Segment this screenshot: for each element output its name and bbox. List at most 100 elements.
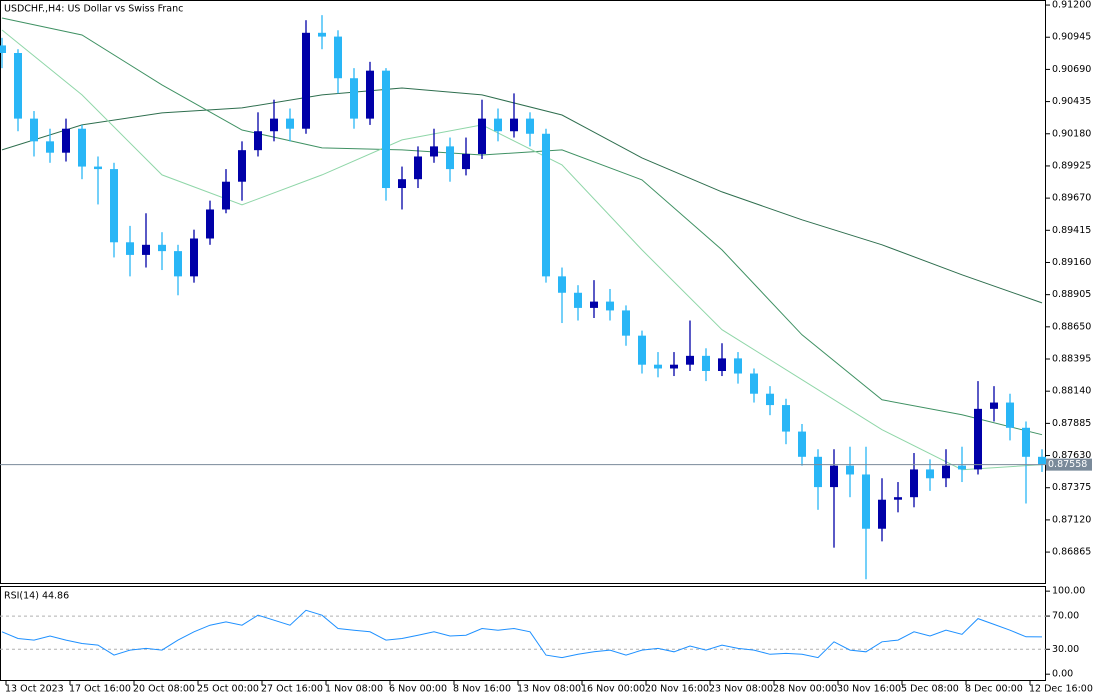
candle-body (94, 166, 102, 170)
y-tick-label: 0.89415 (1052, 225, 1091, 236)
rsi-panel (0, 586, 1046, 681)
candle-body (526, 118, 534, 134)
candle-body (334, 36, 342, 79)
candle-body (702, 355, 710, 371)
y-tick-label: 0.87120 (1052, 514, 1091, 525)
candle-body (830, 465, 838, 488)
y-tick-label: 0.00 (1052, 669, 1073, 680)
x-tick-label: 16 Nov 00:00 (581, 684, 645, 695)
current-price-label: 0.87558 (1048, 459, 1087, 470)
x-tick-label: 13 Nov 08:00 (517, 684, 581, 695)
y-tick-label: 0.90435 (1052, 96, 1091, 107)
x-tick-label: 12 Dec 16:00 (1029, 684, 1093, 695)
candle-body (750, 373, 758, 394)
candle-body (350, 78, 358, 119)
candle-body (766, 393, 774, 406)
x-tick-label: 5 Dec 08:00 (901, 684, 959, 695)
candle-body (222, 181, 230, 210)
candle-body (894, 497, 902, 500)
candle-body (910, 469, 918, 498)
candle-body (110, 169, 118, 243)
y-tick-label: 0.86865 (1052, 547, 1091, 558)
x-tick-label: 1 Nov 08:00 (325, 684, 383, 695)
x-tick-label: 28 Nov 00:00 (773, 684, 837, 695)
candle-body (302, 32, 310, 129)
candle-body (0, 45, 6, 53)
candle-body (574, 292, 582, 308)
x-tick-label: 13 Oct 2023 (5, 684, 64, 695)
candle-body (974, 408, 982, 470)
y-tick-label: 100.00 (1052, 586, 1085, 597)
candle-body (782, 405, 790, 432)
y-tick-label: 0.87885 (1052, 418, 1091, 429)
candle-body (142, 244, 150, 255)
candle-body (1038, 456, 1046, 465)
candle-body (654, 364, 662, 369)
candle-body (30, 118, 38, 142)
candle-body (862, 474, 870, 529)
moving-average (1, 87, 1043, 304)
y-tick-label: 0.87630 (1052, 450, 1091, 461)
candle-body (318, 32, 326, 37)
candle-body (814, 456, 822, 488)
chart-title: USDCHF.,H4: US Dollar vs Swiss Franc (4, 4, 183, 15)
candle-body (542, 133, 550, 277)
y-tick-label: 0.88140 (1052, 386, 1091, 397)
y-tick-label: 0.90180 (1052, 128, 1091, 139)
candle-body (446, 146, 454, 170)
x-tick-label: 30 Nov 16:00 (837, 684, 901, 695)
candle-body (398, 179, 406, 189)
x-tick-label: 27 Oct 16:00 (261, 684, 323, 695)
candle-body (558, 276, 566, 293)
rsi-line (1, 609, 1043, 659)
candle-body (590, 301, 598, 308)
candle-body (958, 465, 966, 470)
moving-average (1, 29, 1043, 471)
y-tick-label: 0.90945 (1052, 32, 1091, 43)
x-tick-label: 6 Nov 00:00 (389, 684, 447, 695)
y-tick-label: 0.89925 (1052, 160, 1091, 171)
x-tick-label: 8 Nov 16:00 (453, 684, 511, 695)
y-tick-label: 30.00 (1052, 644, 1079, 655)
y-tick-label: 70.00 (1052, 611, 1079, 622)
moving-average (1, 17, 1043, 436)
candle-body (238, 150, 246, 182)
x-tick-label: 20 Oct 08:00 (133, 684, 195, 695)
candle-body (366, 70, 374, 119)
candle-body (494, 118, 502, 132)
candle-body (478, 118, 486, 154)
y-tick-label: 0.88650 (1052, 321, 1091, 332)
candle-body (878, 499, 886, 529)
candle-body (270, 118, 278, 132)
candle-body (254, 131, 262, 151)
y-tick-label: 0.90690 (1052, 64, 1091, 75)
candle-body (174, 251, 182, 277)
candle-body (942, 465, 950, 479)
current-price-box (1046, 458, 1092, 471)
candle-body (206, 209, 214, 239)
candle-body (686, 355, 694, 365)
y-tick-label: 0.87375 (1052, 482, 1091, 493)
candle-body (926, 469, 934, 479)
candle-body (462, 153, 470, 170)
y-tick-label: 0.89160 (1052, 257, 1091, 268)
candle-body (126, 242, 134, 255)
y-tick-label: 0.89670 (1052, 193, 1091, 204)
y-tick-label: 0.88905 (1052, 289, 1091, 300)
y-tick-label: 0.88395 (1052, 354, 1091, 365)
candle-body (14, 53, 22, 119)
candle-body (670, 364, 678, 369)
candle-body (638, 335, 646, 365)
candle-body (1006, 402, 1014, 428)
candle-body (190, 238, 198, 277)
x-tick-label: 8 Dec 00:00 (965, 684, 1023, 695)
y-tick-label: 0.91200 (1052, 0, 1091, 11)
candle-body (622, 310, 630, 336)
candle-body (990, 402, 998, 409)
candle-body (846, 465, 854, 475)
rsi-title: RSI(14) 44.86 (4, 591, 69, 602)
candle-body (798, 431, 806, 457)
candle-body (606, 301, 614, 311)
